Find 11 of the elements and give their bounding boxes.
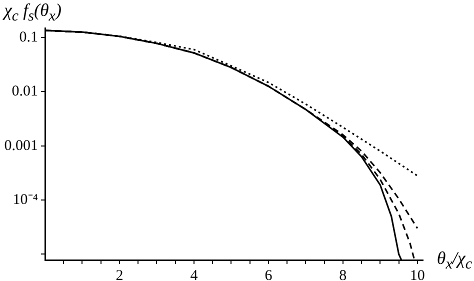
x-tick-label: 4 (190, 268, 198, 281)
y-tick-label: 0.1 (19, 29, 38, 46)
x-tick-label: 6 (264, 268, 273, 281)
x-tick-label: 8 (339, 268, 347, 281)
x-tick-label: 2 (116, 268, 124, 281)
y-tick-label: 0.001 (4, 138, 38, 154)
y-axis-title: χ$_{c}$ f$_{s}$(θ$_{x}$) (4, 0, 62, 26)
x-tick-label: 10 (410, 268, 425, 281)
y-tick-label: 0.01 (12, 84, 38, 100)
y-tick-label: 10⁻⁴ (12, 192, 38, 208)
x-axis-title: θ$_{x}$/χ$_{c}$ (436, 248, 472, 274)
